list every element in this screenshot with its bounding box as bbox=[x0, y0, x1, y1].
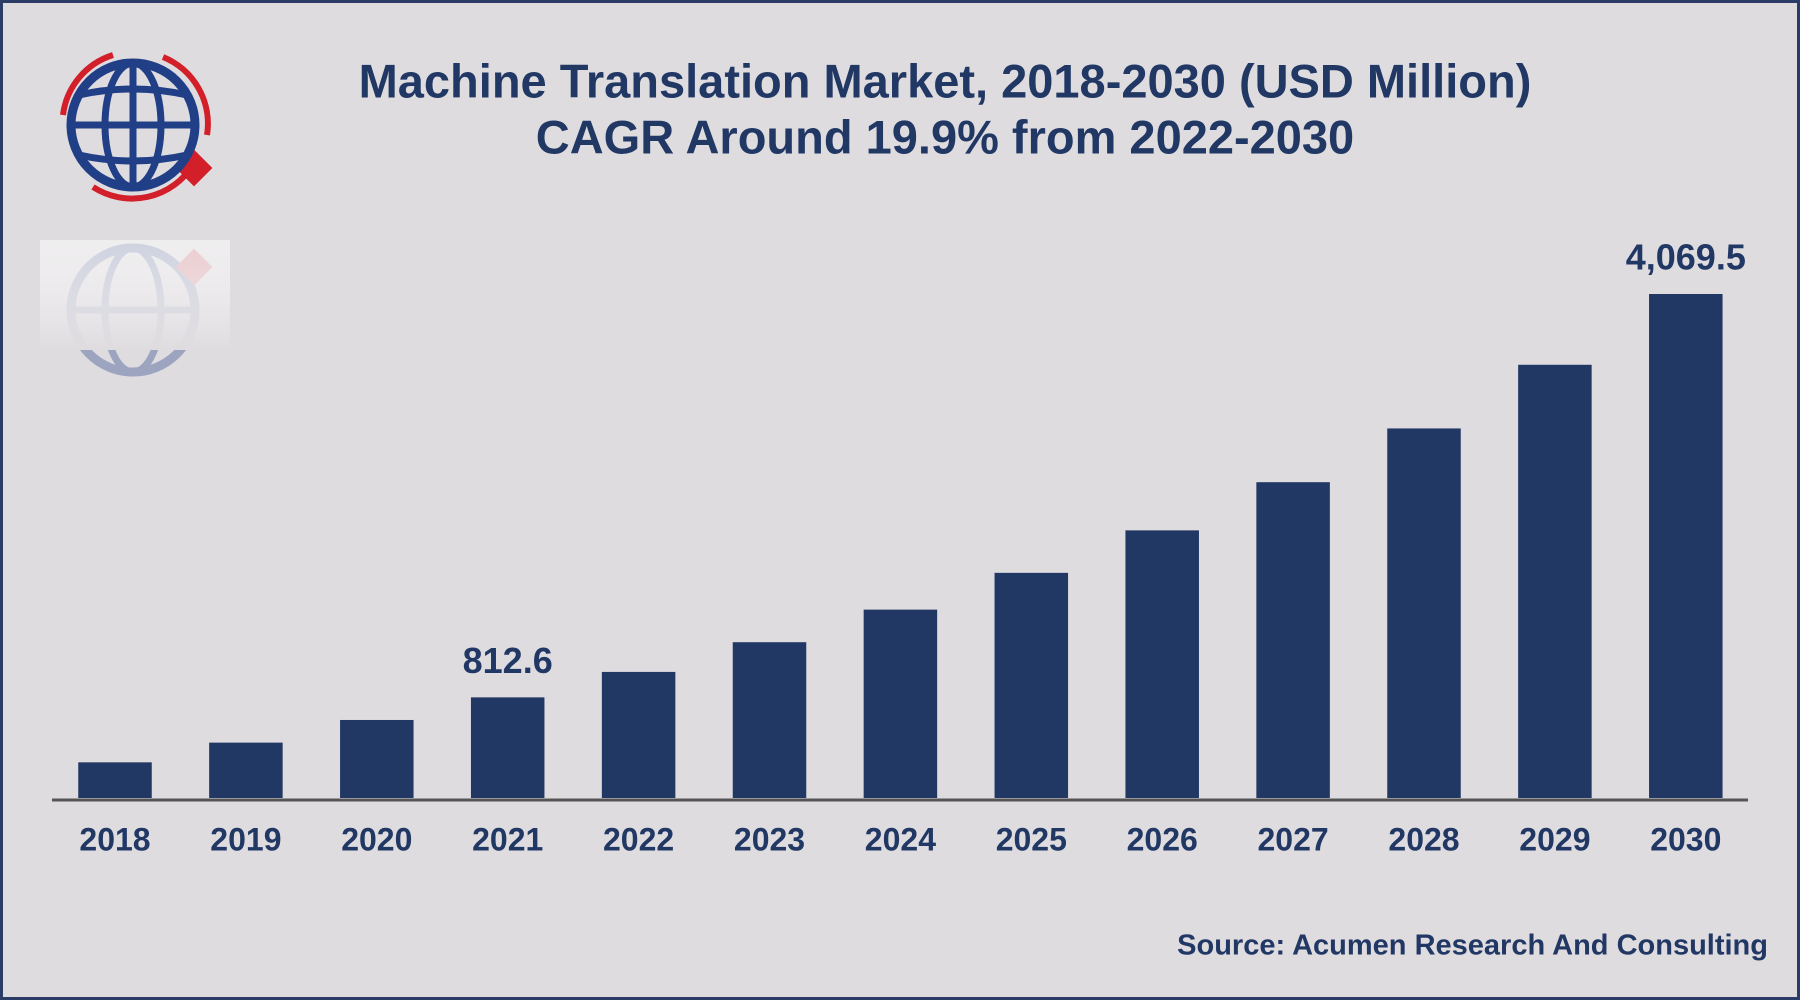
x-tick-label: 2020 bbox=[341, 821, 412, 857]
x-tick-label: 2027 bbox=[1258, 821, 1329, 857]
x-tick-label: 2021 bbox=[472, 821, 543, 857]
x-tick-label: 2023 bbox=[734, 821, 805, 857]
bar bbox=[863, 609, 938, 798]
x-tick-label: 2029 bbox=[1519, 821, 1590, 857]
x-tick-label: 2022 bbox=[603, 821, 674, 857]
x-tick-label: 2030 bbox=[1650, 821, 1721, 857]
bar bbox=[78, 762, 152, 798]
reflection-fade bbox=[40, 240, 230, 350]
logo bbox=[60, 52, 213, 202]
chart-title: Machine Translation Market, 2018-2030 (U… bbox=[359, 54, 1532, 107]
x-tick-label: 2025 bbox=[996, 821, 1067, 857]
bar bbox=[470, 697, 545, 798]
bar bbox=[1256, 482, 1330, 798]
x-tick-label: 2024 bbox=[865, 821, 936, 857]
x-tick-label: 2028 bbox=[1388, 821, 1459, 857]
value-label: 4,069.5 bbox=[1626, 237, 1746, 278]
bar bbox=[340, 719, 414, 798]
chart-subtitle: CAGR Around 19.9% from 2022-2030 bbox=[536, 110, 1354, 163]
x-tick-label: 2026 bbox=[1127, 821, 1198, 857]
bar bbox=[1649, 294, 1723, 798]
x-tick-label: 2019 bbox=[210, 821, 281, 857]
bar bbox=[1387, 428, 1461, 798]
bar bbox=[601, 671, 676, 798]
value-label: 812.6 bbox=[463, 640, 553, 681]
bar bbox=[209, 742, 283, 798]
bar bbox=[732, 642, 807, 798]
bar bbox=[994, 572, 1069, 798]
source: Source: Acumen Research And Consulting bbox=[1177, 930, 1768, 962]
bar bbox=[1125, 530, 1199, 798]
x-tick-label: 2018 bbox=[79, 821, 150, 857]
bar bbox=[1518, 364, 1592, 798]
